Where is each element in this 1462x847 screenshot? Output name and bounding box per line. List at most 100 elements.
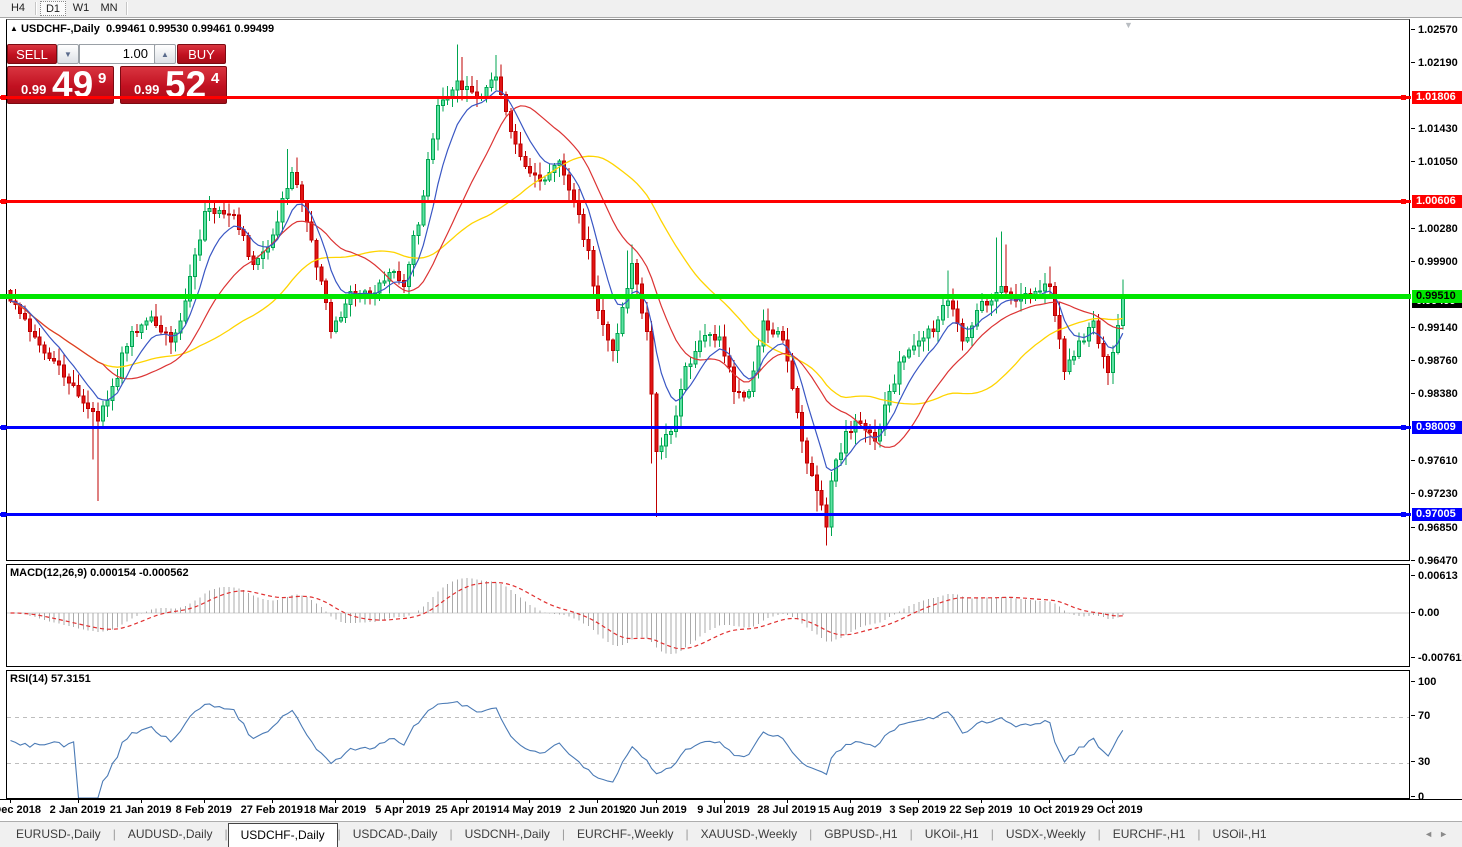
tab-divider: | bbox=[337, 827, 341, 841]
volume-decrease-button[interactable]: ▼ bbox=[57, 44, 79, 64]
date-tick-label: 21 Jan 2019 bbox=[109, 804, 172, 816]
toolbar-separator bbox=[126, 2, 127, 15]
hline-price-label-0.97005: 0.97005 bbox=[1412, 508, 1462, 521]
tick-mark bbox=[1411, 657, 1415, 659]
price-plot-area[interactable] bbox=[6, 19, 1410, 561]
axis-tick-label: 0.00 bbox=[1411, 607, 1462, 620]
chart-tabs: EURUSD-,Daily | AUDUSD-,Daily | USDCHF-,Dail… bbox=[4, 822, 1279, 847]
date-tick-mark bbox=[271, 800, 273, 803]
macd-plot-area[interactable] bbox=[6, 564, 1410, 667]
tab-divider: | bbox=[685, 827, 689, 841]
axis-tick-label: 1.00280 bbox=[1411, 223, 1462, 236]
hline-0.97005[interactable] bbox=[0, 513, 1411, 516]
chart-title: ▲ USDCHF-,Daily 0.99461 0.99530 0.99461 … bbox=[10, 23, 274, 35]
buy-button[interactable]: BUY bbox=[177, 44, 226, 64]
axis-tick-label: 0.99900 bbox=[1411, 256, 1462, 269]
tab-eurchf-h1[interactable]: EURCHF-,H1 bbox=[1112, 827, 1186, 841]
tab-divider: | bbox=[909, 827, 913, 841]
hline-price-label-1.01806: 1.01806 bbox=[1412, 90, 1462, 104]
date-tick-label: 25 Apr 2019 bbox=[435, 804, 497, 816]
date-tick-mark bbox=[1048, 800, 1050, 803]
tab-usdx-weekly[interactable]: USDX-,Weekly bbox=[1005, 827, 1086, 841]
timeframe-button-mn[interactable]: MN bbox=[100, 2, 118, 14]
macd-pane: MACD(12,26,9) 0.000154 -0.000562 bbox=[0, 564, 1462, 667]
price-pane: ▲ USDCHF-,Daily 0.99461 0.99530 0.99461 … bbox=[0, 19, 1462, 561]
axis-tick-label: 0.97230 bbox=[1411, 488, 1462, 501]
tick-mark bbox=[1411, 761, 1415, 762]
hline-price-label-1.00606: 1.00606 bbox=[1412, 194, 1462, 208]
hline-1.01806[interactable] bbox=[0, 95, 1411, 99]
tick-mark bbox=[1411, 128, 1415, 130]
timeframe-button-w1[interactable]: W1 bbox=[72, 2, 90, 14]
tab-eurchf-weekly[interactable]: EURCHF-,Weekly bbox=[577, 827, 674, 841]
date-tick-label: 2 Jan 2019 bbox=[49, 804, 106, 816]
volume-input[interactable]: 1.00 bbox=[79, 44, 155, 64]
tick-mark bbox=[1411, 161, 1415, 163]
buy-price-small: 0.99 bbox=[134, 82, 160, 97]
hline-handle[interactable] bbox=[1401, 198, 1406, 204]
hline-handle[interactable] bbox=[1, 198, 6, 204]
date-tick-label: 9 Jul 2019 bbox=[697, 804, 750, 816]
tab-usdchf-daily[interactable]: USDCHF-,Daily bbox=[227, 823, 338, 847]
tab-divider: | bbox=[809, 827, 813, 841]
tab-eurusd-daily[interactable]: EURUSD-,Daily bbox=[16, 827, 101, 841]
hline-handle[interactable] bbox=[1401, 512, 1406, 517]
tab-usdcad-daily[interactable]: USDCAD-,Daily bbox=[352, 827, 438, 841]
hline-handle[interactable] bbox=[1401, 294, 1406, 300]
tick-mark bbox=[1411, 795, 1415, 797]
tab-usoil-h1[interactable]: USOil-,H1 bbox=[1212, 827, 1267, 841]
axis-tick-label: 0.96850 bbox=[1411, 522, 1462, 535]
hline-price-label-0.99510: 0.99510 bbox=[1412, 290, 1462, 304]
hline-0.98009[interactable] bbox=[0, 425, 1411, 429]
tab-xauusd-weekly[interactable]: XAUUSD-,Weekly bbox=[700, 827, 798, 841]
timeframe-toolbar: H4 D1 W1 MN bbox=[0, 0, 1462, 18]
tab-divider: | bbox=[990, 827, 994, 841]
timeframe-button-h4[interactable]: H4 bbox=[10, 2, 26, 14]
volume-increase-button[interactable]: ▲ bbox=[154, 44, 176, 64]
date-tick-mark bbox=[1112, 800, 1113, 803]
date-tick-label: 8 Feb 2019 bbox=[175, 804, 232, 816]
tab-divider: | bbox=[224, 827, 228, 841]
hline-handle[interactable] bbox=[1, 512, 6, 517]
tab-scroll-arrows: ◄► bbox=[1424, 829, 1454, 839]
axis-tick-label: 0 bbox=[1411, 791, 1462, 804]
collapse-icon[interactable]: ▲ bbox=[10, 24, 18, 33]
rsi-label: RSI(14) 57.3151 bbox=[10, 673, 91, 685]
hline-handle[interactable] bbox=[1401, 94, 1406, 100]
tab-divider: | bbox=[112, 827, 116, 841]
hline-handle[interactable] bbox=[1, 294, 6, 300]
hline-handle[interactable] bbox=[1, 424, 6, 430]
tick-mark bbox=[1411, 715, 1415, 716]
tab-gbpusd-h1[interactable]: GBPUSD-,H1 bbox=[824, 827, 898, 841]
hline-handle[interactable] bbox=[1, 94, 6, 100]
tab-ukoil-h1[interactable]: UKOil-,H1 bbox=[924, 827, 979, 841]
hline-0.99510[interactable] bbox=[0, 294, 1411, 300]
buy-price-sup: 4 bbox=[211, 70, 220, 87]
hline-handle[interactable] bbox=[1401, 424, 1406, 430]
sell-button[interactable]: SELL bbox=[7, 44, 57, 64]
tab-usdcnh-daily[interactable]: USDCNH-,Daily bbox=[464, 827, 550, 841]
tick-mark bbox=[1411, 62, 1415, 64]
rsi-axis[interactable]: 100 70 30 0 bbox=[1411, 670, 1462, 803]
rsi-plot-area[interactable] bbox=[6, 670, 1410, 799]
tab-divider: | bbox=[1097, 827, 1101, 841]
macd-axis[interactable]: 0.00613 0.00 -0.007612 bbox=[1411, 564, 1462, 667]
chart-tab-bar: EURUSD-,Daily | AUDUSD-,Daily | USDCHF-,Dail… bbox=[0, 821, 1462, 847]
hline-1.00606[interactable] bbox=[0, 199, 1411, 203]
axis-tick-label: 0.99140 bbox=[1411, 322, 1462, 335]
date-tick-label: 22 Sep 2019 bbox=[949, 804, 1013, 816]
date-tick-mark bbox=[917, 800, 919, 803]
tab-scroll-right-icon[interactable]: ► bbox=[1439, 829, 1454, 839]
date-tick-label: 20 Jun 2019 bbox=[624, 804, 687, 816]
price-axis[interactable]: 1.02570 1.02190 1.01430 1.01050 1.00280 0.999… bbox=[1411, 19, 1462, 567]
date-tick-mark bbox=[402, 800, 404, 803]
date-tick-mark bbox=[529, 800, 531, 803]
tab-audusd-daily[interactable]: AUDUSD-,Daily bbox=[127, 827, 213, 841]
tick-mark bbox=[1411, 680, 1415, 682]
timeframe-button-d1[interactable]: D1 bbox=[40, 1, 66, 16]
sell-price-small: 0.99 bbox=[21, 82, 47, 97]
tab-divider: | bbox=[561, 827, 566, 841]
tab-scroll-left-icon[interactable]: ◄ bbox=[1424, 829, 1440, 839]
